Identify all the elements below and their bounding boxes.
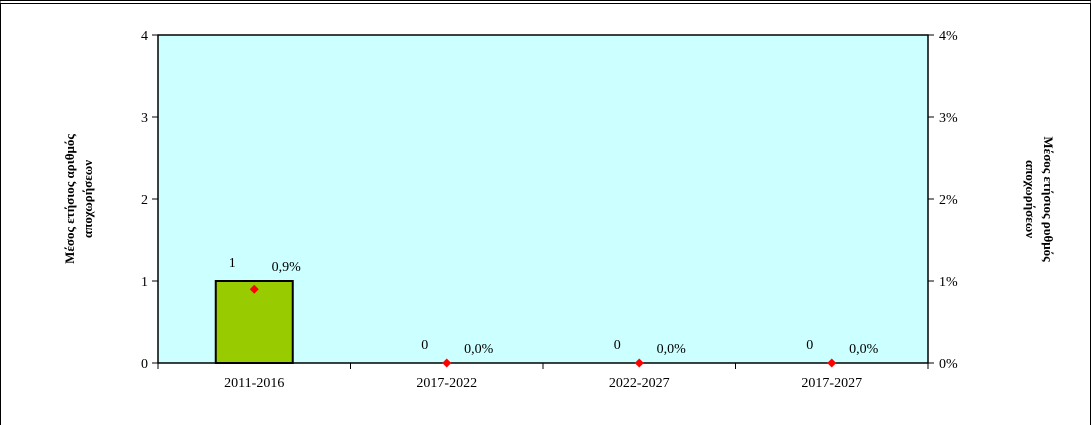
- y2-axis-title-line-1: Μέσος ετήσιος ρυθμός: [1041, 136, 1056, 262]
- y2-tick-label: 4%: [939, 29, 958, 44]
- markers-group: [249, 284, 837, 368]
- labels-group: 1 0 0 0 0,9% 0,0% 0,0% 0,0%: [229, 256, 879, 357]
- rate-value-label: 0,9%: [272, 260, 302, 275]
- bar-value-label: 0: [614, 338, 621, 353]
- x-tick-label: 2022-2027: [609, 376, 670, 391]
- y2-axis-title-line-2: αποχωρήσεων: [1023, 160, 1038, 238]
- rate-marker: [827, 358, 837, 368]
- x-tick-label: 2017-2022: [416, 376, 477, 391]
- x-tick-label: 2017-2027: [801, 376, 862, 391]
- axes-group: 0 1 2 3 4 0% 1% 2% 3% 4% 2011-2016 2017-2022 2022-20…: [141, 29, 958, 391]
- y-tick-label: 1: [141, 275, 148, 290]
- y-tick-label: 0: [141, 357, 148, 372]
- bar-value-label: 0: [421, 338, 428, 353]
- y-tick-label: 3: [141, 111, 148, 126]
- rate-marker: [249, 284, 259, 294]
- bar-value-label: 0: [806, 338, 813, 353]
- y2-tick-label: 2%: [939, 193, 958, 208]
- bar: [214, 280, 294, 364]
- y2-tick-label: 0%: [939, 357, 958, 372]
- rate-marker: [634, 358, 644, 368]
- rate-value-label: 0,0%: [849, 342, 879, 357]
- y-tick-label: 4: [141, 29, 148, 44]
- y-axis-title-line-1: Μέσος ετήσιος αριθμός: [62, 134, 77, 264]
- rate-value-label: 0,0%: [464, 342, 494, 357]
- rate-marker: [442, 358, 452, 368]
- y2-tick-label: 3%: [939, 111, 958, 126]
- y-tick-label: 2: [141, 193, 148, 208]
- bars-group: [214, 280, 294, 364]
- y2-tick-label: 1%: [939, 275, 958, 290]
- x-tick-label: 2011-2016: [224, 376, 284, 391]
- bar-value-label: 1: [229, 256, 236, 271]
- y-axis-title-line-2: αποχωρήσεων: [80, 160, 95, 238]
- rate-value-label: 0,0%: [657, 342, 687, 357]
